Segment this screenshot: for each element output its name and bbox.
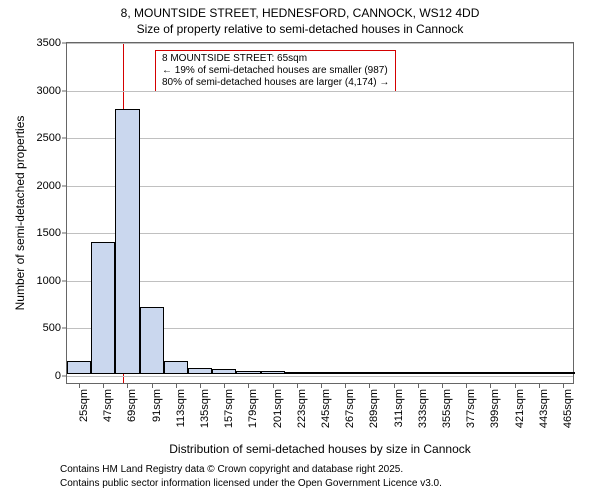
histogram-bar <box>67 361 91 373</box>
histogram-bar <box>430 372 454 374</box>
xtick-label: 311sqm <box>393 389 405 427</box>
xtick-mark <box>539 383 540 388</box>
chart-title-line2: Size of property relative to semi-detach… <box>0 22 600 36</box>
histogram-bar <box>140 307 164 374</box>
xtick-mark <box>79 383 80 388</box>
histogram-bar <box>551 372 575 374</box>
xtick-label: 47sqm <box>102 389 114 422</box>
gridline <box>67 281 573 282</box>
ytick-label: 3500 <box>37 37 67 49</box>
gridline <box>67 138 573 139</box>
histogram-bar <box>309 372 333 374</box>
plot-area: 8 MOUNTSIDE STREET: 65sqm ← 19% of semi-… <box>66 42 574 384</box>
xtick-mark <box>345 383 346 388</box>
xtick-mark <box>563 383 564 388</box>
xtick-mark <box>418 383 419 388</box>
xtick-mark <box>224 383 225 388</box>
histogram-bar <box>115 109 139 373</box>
xtick-mark <box>152 383 153 388</box>
xtick-label: 179sqm <box>247 389 259 428</box>
histogram-bar <box>527 372 551 374</box>
xtick-mark <box>369 383 370 388</box>
histogram-bar <box>357 372 381 374</box>
xtick-mark <box>248 383 249 388</box>
histogram-bar <box>91 242 115 373</box>
histogram-bar <box>502 372 526 374</box>
xtick-mark <box>490 383 491 388</box>
gridline <box>67 43 573 44</box>
xtick-mark <box>103 383 104 388</box>
y-axis-label: Number of semi-detached properties <box>13 116 27 311</box>
histogram-bar <box>236 371 260 374</box>
histogram-bar <box>381 372 405 374</box>
xtick-label: 333sqm <box>417 389 429 428</box>
histogram-bar <box>333 372 357 374</box>
xtick-label: 69sqm <box>126 389 138 422</box>
xtick-mark <box>297 383 298 388</box>
annotation-line1: 8 MOUNTSIDE STREET: 65sqm <box>162 53 389 65</box>
histogram-bar <box>478 372 502 374</box>
histogram-bar <box>164 361 188 373</box>
ytick-label: 0 <box>55 370 67 382</box>
xtick-label: 157sqm <box>223 389 235 428</box>
xtick-label: 399sqm <box>489 389 501 428</box>
histogram-bar <box>406 372 430 374</box>
footer-line1: Contains HM Land Registry data © Crown c… <box>60 464 403 475</box>
ytick-label: 1000 <box>37 275 67 287</box>
ytick-label: 2000 <box>37 180 67 192</box>
xtick-label: 421sqm <box>514 389 526 428</box>
chart-title-line1: 8, MOUNTSIDE STREET, HEDNESFORD, CANNOCK… <box>0 6 600 20</box>
xtick-label: 25sqm <box>78 389 90 422</box>
gridline <box>67 91 573 92</box>
xtick-mark <box>200 383 201 388</box>
xtick-mark <box>176 383 177 388</box>
annotation-box: 8 MOUNTSIDE STREET: 65sqm ← 19% of semi-… <box>155 50 396 92</box>
xtick-mark <box>394 383 395 388</box>
xtick-mark <box>321 383 322 388</box>
xtick-mark <box>515 383 516 388</box>
xtick-label: 355sqm <box>441 389 453 428</box>
histogram-bar <box>454 372 478 374</box>
xtick-label: 201sqm <box>272 389 284 428</box>
histogram-bar <box>212 369 236 374</box>
ytick-label: 500 <box>43 322 67 334</box>
chart-container: 8, MOUNTSIDE STREET, HEDNESFORD, CANNOCK… <box>0 0 600 500</box>
xtick-label: 377sqm <box>465 389 477 428</box>
xtick-label: 465sqm <box>562 389 574 428</box>
ytick-label: 2500 <box>37 132 67 144</box>
histogram-bar <box>188 368 212 374</box>
xtick-label: 113sqm <box>175 389 187 427</box>
gridline <box>67 186 573 187</box>
xtick-label: 245sqm <box>320 389 332 428</box>
gridline <box>67 233 573 234</box>
ytick-label: 3000 <box>37 85 67 97</box>
annotation-line3: 80% of semi-detached houses are larger (… <box>162 77 389 89</box>
xtick-label: 91sqm <box>151 389 163 422</box>
xtick-mark <box>466 383 467 388</box>
xtick-mark <box>442 383 443 388</box>
histogram-bar <box>261 371 285 373</box>
histogram-bar <box>285 372 309 374</box>
xtick-label: 443sqm <box>538 389 550 428</box>
annotation-line2: ← 19% of semi-detached houses are smalle… <box>162 65 389 77</box>
footer-line2: Contains public sector information licen… <box>60 478 442 489</box>
xtick-label: 223sqm <box>296 389 308 428</box>
xtick-label: 289sqm <box>368 389 380 428</box>
gridline <box>67 376 573 377</box>
x-axis-label: Distribution of semi-detached houses by … <box>169 442 471 456</box>
xtick-mark <box>127 383 128 388</box>
xtick-label: 267sqm <box>344 389 356 428</box>
ytick-label: 1500 <box>37 227 67 239</box>
xtick-mark <box>273 383 274 388</box>
xtick-label: 135sqm <box>199 389 211 428</box>
